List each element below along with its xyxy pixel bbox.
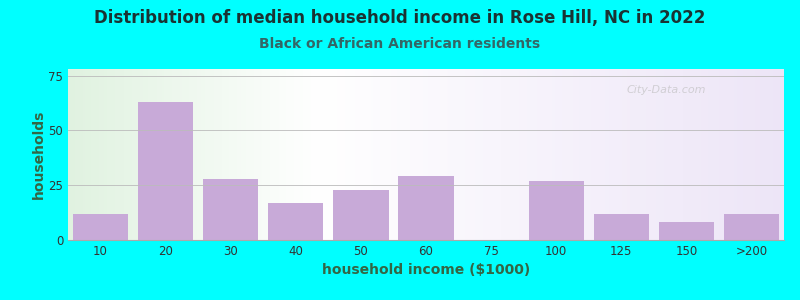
Bar: [658, 223, 714, 240]
Bar: [203, 178, 258, 240]
Text: Black or African American residents: Black or African American residents: [259, 38, 541, 52]
Text: City-Data.com: City-Data.com: [626, 85, 706, 94]
Bar: [529, 181, 584, 240]
Bar: [724, 214, 779, 240]
Bar: [398, 176, 454, 240]
Y-axis label: households: households: [31, 110, 46, 199]
Bar: [268, 203, 323, 240]
Bar: [138, 102, 194, 240]
Bar: [594, 214, 649, 240]
Bar: [73, 214, 128, 240]
X-axis label: household income ($1000): household income ($1000): [322, 263, 530, 278]
Text: Distribution of median household income in Rose Hill, NC in 2022: Distribution of median household income …: [94, 9, 706, 27]
Bar: [334, 190, 389, 240]
